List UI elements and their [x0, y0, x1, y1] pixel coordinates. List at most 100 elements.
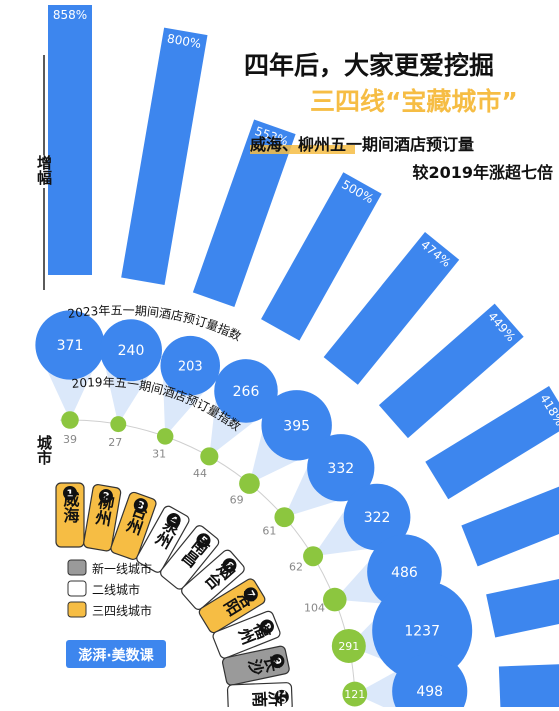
legend-swatch-third-fourth [67, 601, 87, 618]
index-2019-dot [156, 428, 174, 445]
index-2019-dot [274, 507, 295, 528]
index-2019-value: 62 [289, 561, 303, 574]
city-rank: 9 [270, 657, 282, 666]
city-label: 8福州 [212, 610, 281, 659]
index-2023-value: 240 [118, 343, 145, 359]
index-2019-value: 61 [262, 524, 276, 537]
city-tier-box [55, 482, 85, 548]
index-2023-value: 322 [364, 510, 391, 526]
city-name: 济南 [250, 687, 285, 707]
index-2023-value: 498 [416, 684, 443, 700]
note-highlight [250, 145, 355, 154]
city-rank-badge [166, 513, 181, 528]
growth-bar [498, 662, 559, 711]
index-2023-value: 266 [233, 384, 260, 400]
growth-bar-group: 368% [461, 477, 559, 567]
legend-label-second: 二线城市 [92, 582, 140, 597]
growth-bar-group: 858% [48, 5, 92, 275]
logo-background [66, 640, 166, 668]
index-2023-bubble [343, 483, 411, 551]
index-2019-dot [323, 587, 347, 612]
growth-bar-group: 325% [486, 569, 559, 638]
growth-bar-group: 800% [121, 27, 208, 285]
city-rank-badge [222, 558, 237, 573]
index-2019-dot [200, 447, 219, 466]
growth-value-label: 858% [53, 8, 87, 22]
growth-bar [486, 569, 559, 638]
city-label: 1威海 [55, 482, 85, 548]
city-label: 2柳州 [83, 484, 122, 552]
city-rank: 8 [260, 622, 273, 633]
index-2023-bubble [160, 335, 221, 396]
city-label: 9长沙 [221, 645, 290, 686]
index-2023-bubble [261, 390, 332, 461]
page-title: 四年后，大家更爱挖掘 [244, 51, 494, 80]
city-tier-box [221, 645, 290, 686]
growth-bar [48, 5, 92, 275]
index-2019-dot [303, 546, 324, 567]
growth-bar-group: 500% [261, 172, 382, 341]
index-2023-value: 332 [327, 461, 354, 477]
growth-value-label: 800% [166, 31, 202, 51]
city-rank-badge [270, 654, 285, 669]
index-2019-value: 291 [338, 640, 359, 653]
page-subtitle: 三四线“宝藏城市” [310, 87, 518, 116]
index-2023-value: 486 [391, 565, 418, 581]
city-rank: 3 [135, 500, 145, 513]
index-2019-value: 39 [63, 433, 77, 446]
index-2019-dot [110, 416, 127, 433]
index-2023-bubble [100, 319, 162, 382]
city-rank: 4 [167, 514, 178, 527]
index-2019-dot [61, 411, 79, 429]
logo-text: 澎湃·美数课 [78, 647, 154, 664]
city-rank: 10 [275, 690, 287, 704]
city-axis-label: 城市 [35, 434, 53, 466]
index-2019-dot [239, 473, 260, 494]
growth-bar [461, 477, 559, 567]
index-2023-bubble [35, 310, 105, 380]
growth-bar [323, 232, 460, 385]
index-2023-bubble [307, 434, 375, 502]
city-rank-badge [133, 498, 148, 513]
index-2019-value: 44 [193, 467, 207, 480]
growth-axis-label: 增幅 [35, 154, 53, 186]
city-rank: 2 [101, 491, 110, 503]
city-name: 威海 [61, 490, 80, 524]
city-label: 6烟台 [181, 549, 245, 610]
index-2019-value: 69 [230, 493, 244, 506]
index-2023-bubble [214, 359, 278, 423]
city-tier-box [83, 484, 122, 552]
city-rank-badge [243, 587, 258, 602]
legend-label-new-first: 新一线城市 [92, 561, 152, 576]
city-rank-badge [63, 486, 77, 500]
growth-bar [378, 303, 524, 439]
city-rank-badge [259, 619, 274, 634]
index-2019-dot [342, 681, 368, 707]
note-line-1: 威海、柳州五一期间酒店预订量 [250, 135, 474, 154]
city-rank-badge [196, 533, 211, 548]
growth-bar-group: 418% [425, 386, 559, 500]
growth-bar [425, 386, 559, 500]
index-2023-bubble [372, 580, 473, 681]
index-2023-value: 395 [283, 418, 310, 434]
legend: 新一线城市 二线城市 三四线城市 [67, 559, 152, 618]
growth-bar [192, 119, 296, 308]
growth-bar-group: 312% [498, 662, 559, 711]
legend-swatch-new-first [67, 559, 87, 576]
index-2019-value: 27 [108, 436, 122, 449]
index-2019-value: 121 [344, 688, 365, 701]
index-2019-value: 31 [152, 448, 166, 461]
index-2023-bubble [392, 653, 468, 711]
growth-bar [261, 172, 382, 341]
publisher-logo: 澎湃·美数课 [66, 640, 166, 668]
index-2023-value: 371 [57, 338, 84, 354]
legend-label-third-fourth: 三四线城市 [92, 603, 152, 618]
index-2023-value: 203 [178, 360, 203, 375]
city-rank-badge [98, 489, 113, 504]
index-2023-value: 1237 [404, 623, 440, 639]
index-2019-dot [331, 628, 366, 663]
note-line-2: 较2019年涨超七倍 [412, 163, 553, 182]
city-rank: 7 [243, 589, 256, 601]
